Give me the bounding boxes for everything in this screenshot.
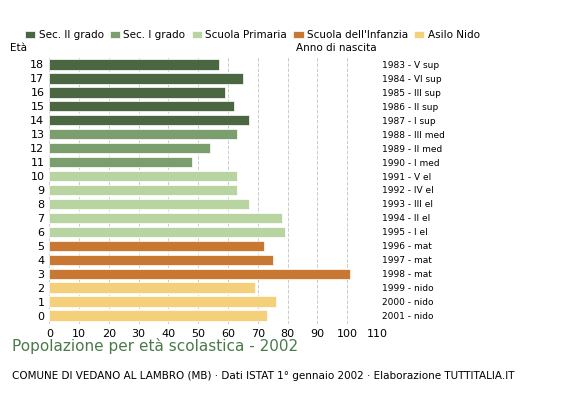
Bar: [49, 268, 350, 279]
Bar: [49, 129, 237, 140]
Bar: [49, 143, 210, 153]
Bar: [49, 254, 273, 265]
Text: Anno di nascita: Anno di nascita: [296, 43, 377, 53]
Bar: [49, 240, 264, 251]
Bar: [49, 157, 193, 167]
Bar: [49, 87, 225, 98]
Bar: [49, 227, 285, 237]
Bar: [49, 282, 255, 293]
Bar: [49, 171, 237, 181]
Legend: Sec. II grado, Sec. I grado, Scuola Primaria, Scuola dell'Infanzia, Asilo Nido: Sec. II grado, Sec. I grado, Scuola Prim…: [25, 30, 480, 40]
Text: Popolazione per età scolastica - 2002: Popolazione per età scolastica - 2002: [12, 338, 298, 354]
Bar: [49, 213, 282, 223]
Bar: [49, 73, 243, 84]
Bar: [49, 296, 276, 307]
Bar: [49, 59, 219, 70]
Bar: [49, 185, 237, 195]
Text: COMUNE DI VEDANO AL LAMBRO (MB) · Dati ISTAT 1° gennaio 2002 · Elaborazione TUTT: COMUNE DI VEDANO AL LAMBRO (MB) · Dati I…: [12, 371, 514, 381]
Bar: [49, 310, 267, 321]
Text: Età: Età: [10, 43, 27, 53]
Bar: [49, 115, 249, 126]
Bar: [49, 199, 249, 209]
Bar: [49, 101, 234, 112]
